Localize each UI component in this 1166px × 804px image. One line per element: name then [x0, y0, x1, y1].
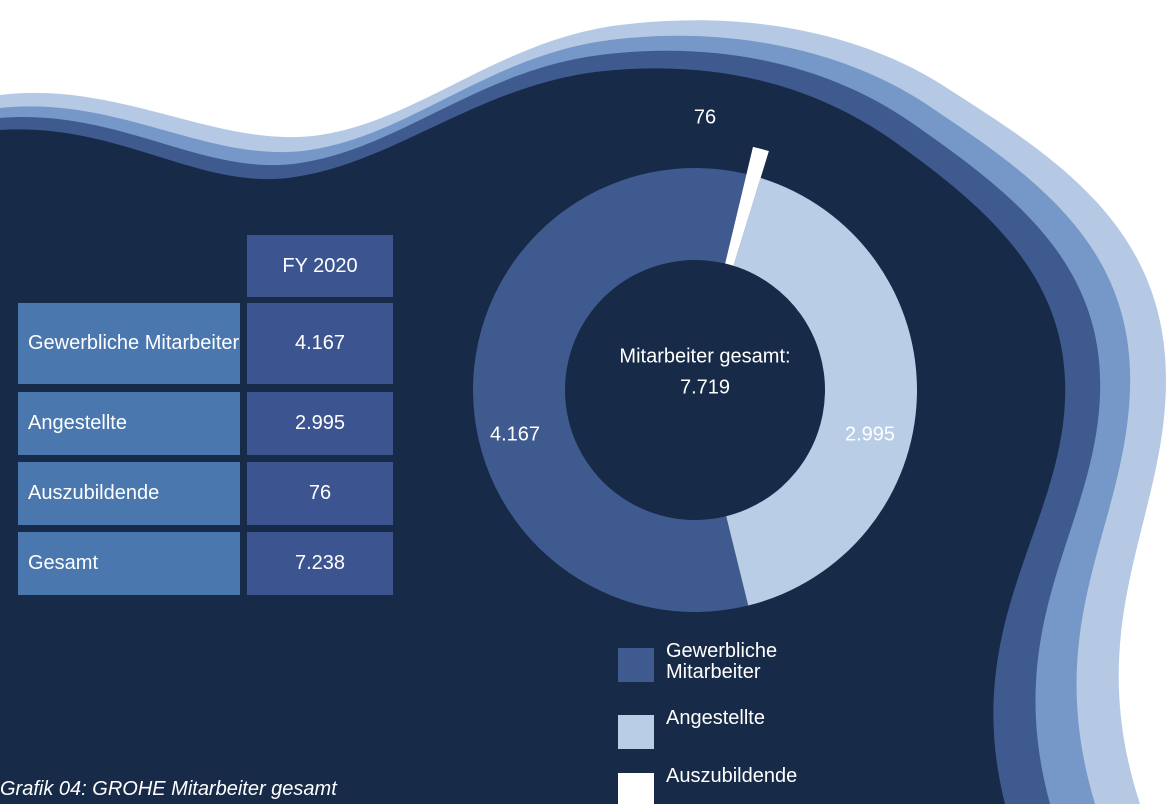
data-label: 2.995 — [845, 423, 895, 445]
row-value: 7.238 — [247, 532, 393, 595]
page: 2.995 4.167 76 Mitarbeiter gesamt: 7.719 F… — [0, 0, 1166, 804]
caption: Grafik 04: GROHE Mitarbeiter gesamt — [0, 778, 337, 801]
legend-label: Angestellte — [666, 708, 826, 729]
row-value: 76 — [247, 462, 393, 525]
row-label: Gesamt — [18, 532, 240, 595]
row-label: Angestellte — [18, 392, 240, 455]
column-header: FY 2020 — [247, 235, 393, 297]
data-label: 76 — [694, 106, 716, 128]
legend-label: Auszubildende — [666, 766, 826, 787]
legend-swatch — [618, 773, 654, 804]
legend-swatch — [618, 715, 654, 749]
row-value: 4.167 — [247, 303, 393, 384]
row-label: Gewerbliche Mitarbeiter — [18, 303, 240, 384]
data-label: 4.167 — [490, 423, 540, 445]
legend-swatch — [618, 648, 654, 682]
row-label: Auszubildende — [18, 462, 240, 525]
center-total: 7.719 — [680, 376, 730, 398]
legend-label: Gewerbliche Mitarbeiter — [666, 641, 826, 683]
center-label: Mitarbeiter gesamt: — [619, 345, 790, 367]
row-value: 2.995 — [247, 392, 393, 455]
